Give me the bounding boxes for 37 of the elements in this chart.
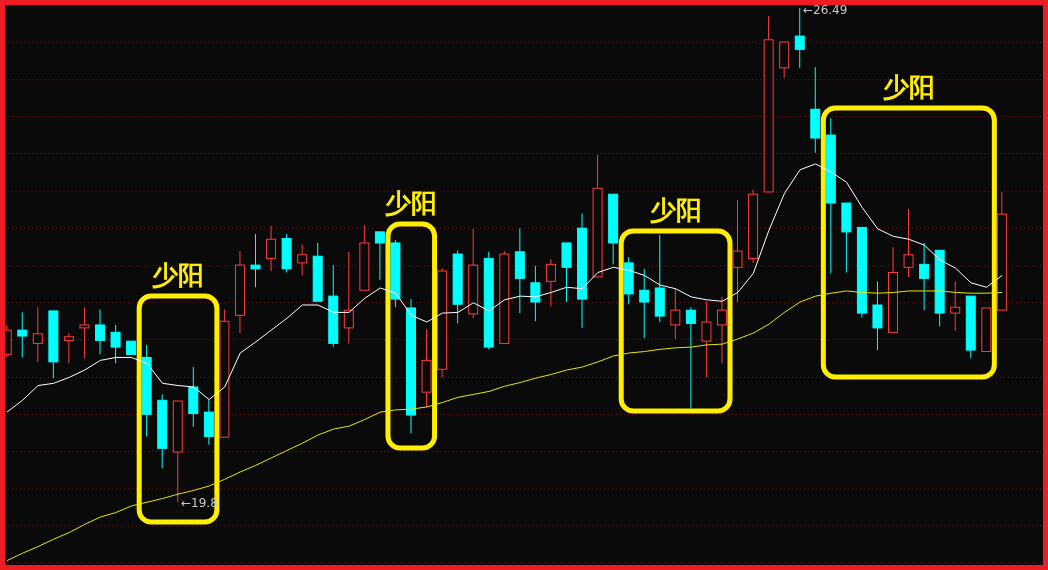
- candlestick: [670, 287, 681, 340]
- candlestick: [266, 225, 277, 272]
- candlestick: [157, 393, 168, 469]
- candlestick: [810, 66, 821, 154]
- candlestick: [825, 117, 836, 274]
- candlestick: [545, 258, 556, 307]
- candlestick: [203, 399, 214, 446]
- candlestick: [188, 366, 199, 428]
- annotation: ←26.49: [802, 3, 848, 18]
- candlestick: [794, 7, 805, 69]
- candlestick: [716, 296, 727, 364]
- annotation: 少阳: [152, 260, 205, 290]
- annotation: 少阳: [649, 195, 702, 225]
- candlestick: [872, 280, 883, 351]
- candlestick: [903, 208, 914, 278]
- candlestick: [250, 233, 261, 288]
- candlestick: [577, 212, 588, 329]
- candlestick: [79, 306, 90, 359]
- candlestick: [530, 265, 541, 322]
- candlestick: [919, 242, 930, 311]
- annotation: 少阳: [385, 188, 438, 218]
- candlestick: [17, 311, 28, 358]
- candlestick: [406, 298, 416, 435]
- candlestick: [63, 332, 74, 364]
- candlestick: [732, 199, 743, 303]
- candlestick: [32, 306, 43, 363]
- candlestick: [141, 344, 152, 437]
- candlestick: [95, 308, 106, 355]
- candlestick: [748, 189, 759, 264]
- candlestick: [437, 267, 448, 378]
- candlestick: [234, 250, 245, 334]
- annotation: 少阳: [882, 72, 935, 102]
- candlestick: [701, 300, 712, 378]
- candlestick: [639, 268, 650, 339]
- candlestick: [514, 227, 525, 314]
- candlestick: [685, 306, 696, 409]
- candlestick: [950, 280, 961, 332]
